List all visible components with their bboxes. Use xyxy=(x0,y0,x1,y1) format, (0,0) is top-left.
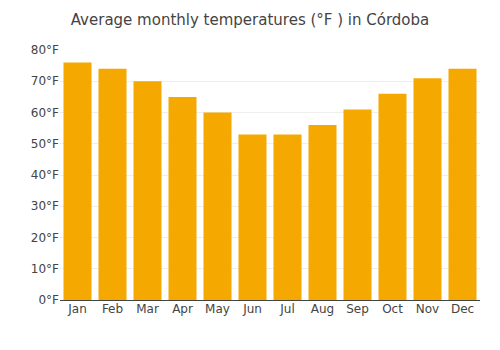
svg-text:Sep: Sep xyxy=(346,302,369,316)
svg-text:Average monthly temperatures (: Average monthly temperatures (°F ) in Có… xyxy=(71,11,430,29)
svg-text:10°F: 10°F xyxy=(31,262,59,276)
svg-text:Jun: Jun xyxy=(242,302,262,316)
svg-text:Jul: Jul xyxy=(279,302,294,316)
svg-text:Nov: Nov xyxy=(416,302,439,316)
svg-text:50°F: 50°F xyxy=(31,137,59,151)
svg-text:Apr: Apr xyxy=(172,302,193,316)
svg-text:30°F: 30°F xyxy=(31,199,59,213)
svg-text:70°F: 70°F xyxy=(31,74,59,88)
svg-text:60°F: 60°F xyxy=(31,106,59,120)
svg-text:0°F: 0°F xyxy=(38,293,59,307)
svg-text:Aug: Aug xyxy=(311,302,334,316)
svg-text:May: May xyxy=(205,302,230,316)
svg-text:Oct: Oct xyxy=(382,302,403,316)
svg-text:Feb: Feb xyxy=(102,302,123,316)
svg-text:40°F: 40°F xyxy=(31,168,59,182)
svg-text:Jan: Jan xyxy=(67,302,87,316)
svg-text:Mar: Mar xyxy=(136,302,159,316)
svg-text:Dec: Dec xyxy=(451,302,474,316)
svg-text:80°F: 80°F xyxy=(31,43,59,57)
svg-text:20°F: 20°F xyxy=(31,231,59,245)
